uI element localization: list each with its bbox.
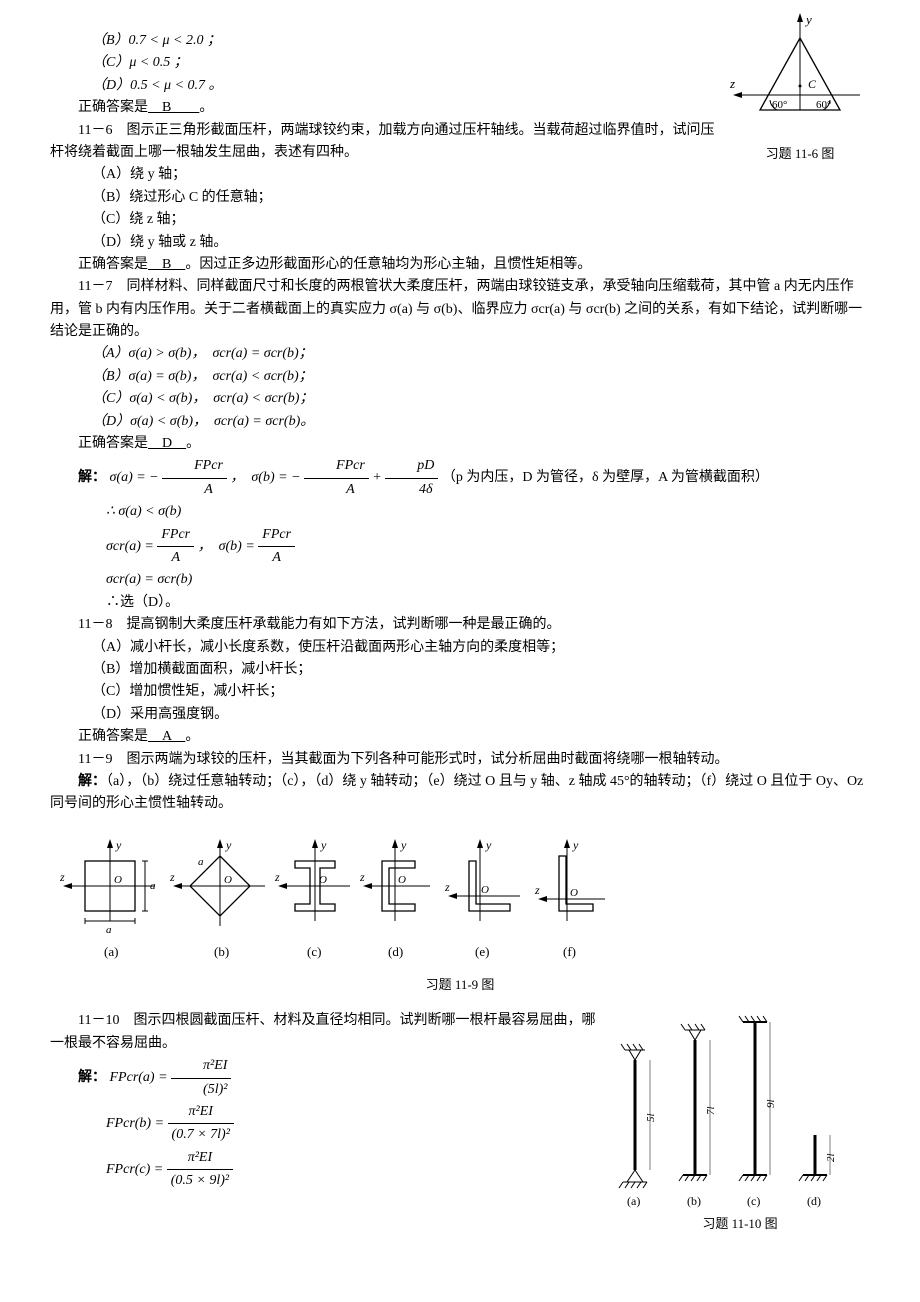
svg-text:(f): (f) [563, 944, 576, 959]
q11-8-opt-d: （D）采用高强度钢。 [50, 704, 870, 726]
angle-left: 60° [772, 99, 787, 111]
svg-text:O: O [398, 874, 406, 886]
svg-text:a: a [150, 880, 156, 892]
sections-svg: y z O a a (a) y z O a (b) y z [50, 831, 670, 971]
figure-11-9-caption: 习题 11-9 图 [50, 975, 870, 996]
svg-text:y: y [485, 838, 492, 852]
columns-svg: 5l (a) 7l (b) 9l (c) [610, 1010, 870, 1210]
q11-8-answer: 正确答案是 A 。 [50, 726, 870, 748]
svg-text:(b): (b) [687, 1194, 701, 1208]
svg-text:y: y [572, 838, 579, 852]
q11-9-heading: 11－9 图示两端为球铰的压杆，当其截面为下列各种可能形式时，试分析屈曲时截面将… [50, 749, 870, 771]
svg-text:(c): (c) [307, 944, 321, 959]
q11-8-opt-a: （A）减小杆长，减小长度系数，使压杆沿截面两形心主轴方向的柔度相等； [50, 637, 870, 659]
q11-7-opt-a: （A）σ(a) > σ(b)， σcr(a) = σcr(b)； [50, 343, 870, 365]
svg-text:O: O [481, 884, 489, 896]
svg-text:z: z [444, 880, 450, 894]
svg-text:z: z [169, 870, 175, 884]
q11-9-solution: 解：（a），（b）绕过任意轴转动；（c），（d）绕 y 轴转动；（e）绕过 O … [50, 771, 870, 816]
svg-text:y: y [400, 838, 407, 852]
q11-10-solution-a: 解： FPcr(a) = π²EI(5l)² [50, 1055, 610, 1101]
svg-text:O: O [224, 874, 232, 886]
q11-8-opt-c: （C）增加惯性矩，减小杆长； [50, 681, 870, 703]
q11-6-answer: 正确答案是 B 。因过正多边形截面形心的任意轴均为形心主轴，且惯性矩相等。 [50, 254, 870, 276]
figure-11-6-caption: 习题 11-6 图 [730, 144, 870, 165]
svg-text:O: O [570, 887, 578, 899]
q11-8-opt-b: （B）增加横截面面积，减小杆长； [50, 659, 870, 681]
triangle-svg: y z C 60° 60° [730, 10, 870, 140]
q11-7-ineq: ∴ σ(a) < σ(b) [106, 501, 870, 523]
svg-text:a: a [198, 856, 204, 868]
figure-11-10: 5l (a) 7l (b) 9l (c) [610, 1010, 870, 1235]
q11-6-opt-c: （C）绕 z 轴； [50, 209, 870, 231]
svg-text:(c): (c) [747, 1194, 760, 1208]
svg-text:O: O [114, 874, 122, 886]
q11-7-eq2: σcr(a) = FPcrA ， σ(b) = FPcrA [106, 524, 870, 570]
svg-text:(d): (d) [388, 944, 403, 959]
q11-7-opt-c: （C）σ(a) < σ(b)， σcr(a) < σcr(b)； [50, 388, 870, 410]
svg-text:y: y [320, 838, 327, 852]
centroid-c: C [808, 77, 817, 91]
svg-text:(a): (a) [104, 944, 118, 959]
axis-y-label: y [804, 12, 812, 27]
q11-6-opt-a: （A）绕 y 轴； [50, 164, 870, 186]
q11-10-solution-b: FPcr(b) = π²EI(0.7 × 7l)² [106, 1101, 610, 1147]
q11-7-answer: 正确答案是 D 。 [50, 433, 870, 455]
q11-7-conclude: ∴选（D）。 [106, 592, 870, 614]
q11-8-heading: 11－8 提高钢制大柔度压杆承载能力有如下方法，试判断哪一种是最正确的。 [50, 614, 870, 636]
svg-text:a: a [106, 924, 112, 936]
q11-10-heading: 11－10 图示四根圆截面压杆、材料及直径均相同。试判断哪一根杆最容易屈曲，哪一… [50, 1010, 610, 1055]
svg-text:(a): (a) [627, 1194, 640, 1208]
svg-text:2l: 2l [825, 1154, 837, 1163]
svg-text:O: O [319, 874, 327, 886]
svg-text:y: y [115, 838, 122, 852]
svg-text:z: z [274, 870, 280, 884]
figure-11-9: y z O a a (a) y z O a (b) y z [50, 831, 870, 996]
svg-text:9l: 9l [765, 1100, 777, 1109]
q11-10-solution-c: FPcr(c) = π²EI(0.5 × 9l)² [106, 1147, 610, 1193]
q11-7-solution: 解： σ(a) = − FPcrA ， σ(b) = − FPcrA + pD4… [50, 455, 870, 501]
axis-z-label: z [730, 76, 735, 91]
svg-text:5l: 5l [645, 1114, 657, 1123]
svg-text:z: z [59, 870, 65, 884]
svg-text:(e): (e) [475, 944, 489, 959]
q11-6-opt-d: （D）绕 y 轴或 z 轴。 [50, 232, 870, 254]
svg-text:z: z [534, 883, 540, 897]
svg-text:(b): (b) [214, 944, 229, 959]
svg-text:(d): (d) [807, 1194, 821, 1208]
svg-text:7l: 7l [705, 1107, 717, 1116]
q11-7-opt-d: （D）σ(a) < σ(b)， σcr(a) = σcr(b)。 [50, 411, 870, 433]
svg-text:z: z [359, 870, 365, 884]
q11-7-eq3: σcr(a) = σcr(b) [106, 569, 870, 591]
q11-7-opt-b: （B）σ(a) = σ(b)， σcr(a) < σcr(b)； [50, 366, 870, 388]
figure-11-10-caption: 习题 11-10 图 [610, 1214, 870, 1235]
q11-7-heading: 11－7 同样材料、同样截面尺寸和长度的两根管状大柔度压杆，两端由球铰链支承，承… [50, 276, 870, 343]
svg-text:y: y [225, 838, 232, 852]
figure-11-6: y z C 60° 60° 习题 11-6 图 [730, 10, 870, 165]
q11-6-opt-b: （B）绕过形心 C 的任意轴； [50, 187, 870, 209]
